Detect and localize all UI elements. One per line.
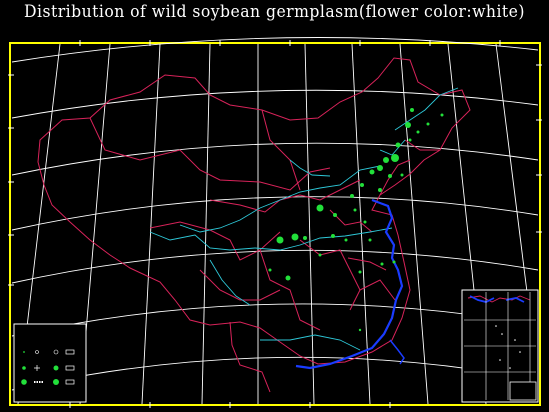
legend: [13, 323, 87, 403]
site-marker: [392, 260, 396, 264]
site-marker: [316, 204, 324, 212]
site-marker: [331, 234, 335, 238]
site-marker: [377, 165, 383, 171]
site-marker: [276, 236, 284, 244]
rivers: [149, 87, 459, 351]
site-marker: [395, 142, 401, 148]
site-marker: [285, 275, 291, 281]
legend-tiny-dot: [23, 351, 25, 353]
site-marker: [426, 122, 430, 126]
site-marker: [363, 220, 367, 224]
site-marker: [410, 108, 414, 112]
legend-glyph: [35, 350, 39, 354]
site-marker: [408, 138, 412, 142]
site-marker: [333, 213, 337, 217]
site-marker: [378, 188, 382, 192]
legend-swatch: [65, 349, 75, 355]
inset-mini-box: [509, 381, 537, 401]
site-marker: [318, 253, 322, 257]
legend-glyph: [53, 365, 59, 371]
site-marker: [416, 130, 420, 134]
site-marker: [268, 268, 272, 272]
site-marker: [369, 169, 375, 175]
legend-swatch: [65, 379, 75, 385]
coastline: [295, 198, 405, 370]
site-marker: [303, 236, 307, 240]
legend-glyph: [34, 365, 40, 371]
site-marker: [400, 173, 404, 177]
site-markers: [268, 108, 444, 332]
site-marker: [388, 174, 392, 178]
site-marker: [383, 157, 389, 163]
site-marker: [405, 122, 411, 128]
map-title: Distribution of wild soybean germplasm(f…: [24, 2, 525, 22]
site-marker: [391, 154, 399, 162]
legend-glyph: [53, 349, 59, 355]
legend-glyph: [53, 379, 59, 385]
province-borders: [37, 57, 471, 393]
site-marker: [360, 183, 364, 187]
map-frame: [9, 42, 541, 406]
site-marker: [350, 194, 354, 198]
legend-swatch: [65, 365, 75, 371]
site-marker: [358, 328, 362, 332]
longitude-lines: [17, 43, 539, 405]
legend-small-dot: [22, 366, 26, 370]
site-marker: [291, 233, 299, 241]
site-marker: [344, 238, 348, 242]
site-marker: [353, 208, 357, 212]
site-marker: [440, 113, 444, 117]
south-china-sea-inset: [461, 289, 539, 403]
site-marker: [380, 262, 384, 266]
site-marker: [368, 238, 372, 242]
legend-large-dot: [21, 379, 27, 385]
legend-box: [13, 323, 87, 403]
site-marker: [358, 270, 362, 274]
